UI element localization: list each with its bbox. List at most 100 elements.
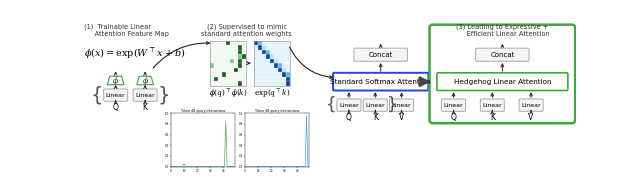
Bar xyxy=(214,45,218,50)
Polygon shape xyxy=(137,76,154,85)
Bar xyxy=(218,81,222,86)
Bar xyxy=(238,41,242,45)
Bar xyxy=(286,59,290,63)
Bar xyxy=(226,41,230,45)
Bar xyxy=(278,45,282,50)
Text: Linear: Linear xyxy=(392,103,412,108)
Bar xyxy=(262,59,266,63)
Bar xyxy=(242,54,246,59)
Bar xyxy=(282,81,286,86)
Bar xyxy=(238,76,242,81)
Text: Q: Q xyxy=(113,103,118,112)
Bar xyxy=(218,72,222,76)
Bar xyxy=(274,50,278,54)
Bar xyxy=(282,41,286,45)
Bar xyxy=(266,76,270,81)
Bar xyxy=(286,50,290,54)
Bar xyxy=(242,68,246,72)
Bar xyxy=(270,72,274,76)
Bar xyxy=(266,72,270,76)
Bar xyxy=(242,72,246,76)
Bar xyxy=(226,72,230,76)
Bar xyxy=(242,63,246,68)
Bar xyxy=(262,41,266,45)
Text: }: } xyxy=(387,96,397,114)
FancyBboxPatch shape xyxy=(390,99,413,111)
Bar xyxy=(254,76,259,81)
Bar xyxy=(286,72,290,76)
Bar xyxy=(262,45,266,50)
Bar xyxy=(278,68,282,72)
Bar xyxy=(278,50,282,54)
FancyBboxPatch shape xyxy=(104,89,127,101)
Bar xyxy=(226,81,230,86)
Bar xyxy=(218,59,222,63)
Bar xyxy=(259,68,262,72)
Bar xyxy=(238,45,242,50)
Bar xyxy=(254,50,259,54)
Bar xyxy=(262,72,266,76)
Bar xyxy=(222,81,226,86)
Bar xyxy=(270,76,274,81)
Bar xyxy=(210,81,214,86)
Bar xyxy=(238,50,242,54)
Bar xyxy=(259,59,262,63)
Bar xyxy=(270,50,274,54)
Bar xyxy=(254,72,259,76)
Bar xyxy=(234,59,238,63)
Bar xyxy=(230,54,234,59)
Bar xyxy=(214,81,218,86)
Bar xyxy=(210,72,214,76)
Bar xyxy=(259,76,262,81)
Bar xyxy=(214,63,218,68)
Bar xyxy=(222,54,226,59)
Bar xyxy=(230,68,234,72)
Text: Q: Q xyxy=(451,113,456,122)
Bar xyxy=(242,76,246,81)
FancyBboxPatch shape xyxy=(364,99,387,111)
Bar xyxy=(286,41,290,45)
Bar xyxy=(274,68,278,72)
Bar xyxy=(274,81,278,86)
Bar xyxy=(210,59,214,63)
Bar xyxy=(282,63,286,68)
Bar xyxy=(286,54,290,59)
Bar xyxy=(210,41,214,45)
Bar xyxy=(270,45,274,50)
Bar xyxy=(238,54,242,59)
Bar xyxy=(259,81,262,86)
Text: {: { xyxy=(326,96,337,114)
Bar xyxy=(259,72,262,76)
Bar xyxy=(278,63,282,68)
FancyBboxPatch shape xyxy=(133,89,157,101)
Bar xyxy=(230,41,234,45)
Bar xyxy=(238,81,242,86)
Bar xyxy=(226,50,230,54)
Bar xyxy=(270,63,274,68)
Bar xyxy=(270,68,274,72)
Bar xyxy=(266,41,270,45)
Bar xyxy=(210,54,214,59)
Text: $\phi(q)^\top\phi(k)$: $\phi(q)^\top\phi(k)$ xyxy=(209,88,247,100)
Bar xyxy=(254,41,290,86)
Text: Concat: Concat xyxy=(369,52,393,58)
Bar xyxy=(210,76,214,81)
Bar xyxy=(214,41,218,45)
Bar xyxy=(230,45,234,50)
Bar xyxy=(259,41,262,45)
Bar xyxy=(214,72,218,76)
Bar xyxy=(242,41,246,45)
Text: Q: Q xyxy=(346,113,352,122)
FancyBboxPatch shape xyxy=(354,48,408,61)
Bar xyxy=(274,59,278,63)
FancyBboxPatch shape xyxy=(519,99,543,111)
Bar xyxy=(282,76,286,81)
Bar xyxy=(242,81,246,86)
Bar xyxy=(210,50,214,54)
Text: $\exp(q^\top k)$: $\exp(q^\top k)$ xyxy=(254,88,291,100)
Bar xyxy=(274,63,278,68)
Bar xyxy=(226,54,230,59)
Text: K: K xyxy=(143,103,148,112)
Bar xyxy=(234,50,238,54)
Bar xyxy=(242,50,246,54)
